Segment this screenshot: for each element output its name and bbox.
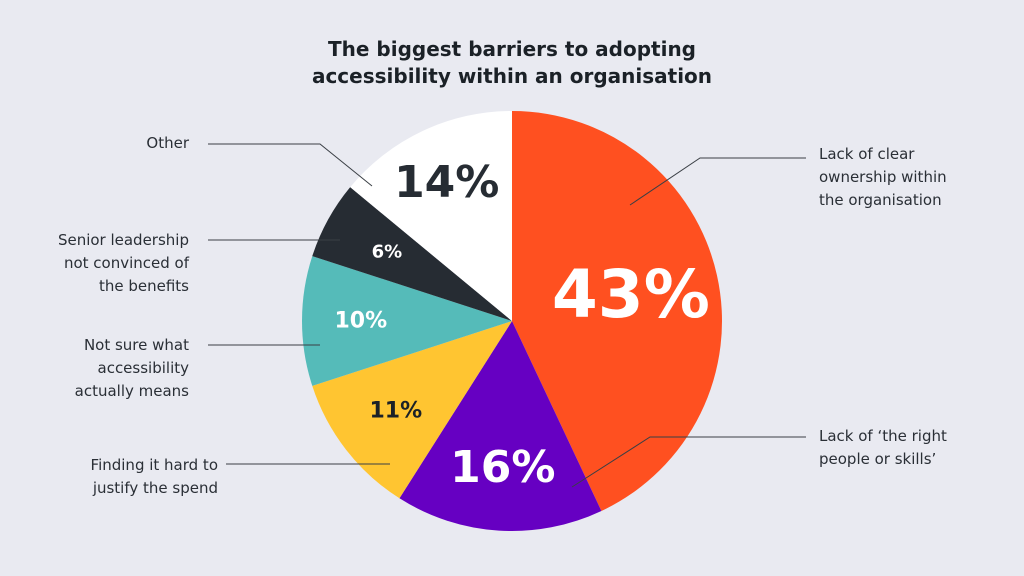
pie-slice-leadership — [312, 187, 512, 321]
leader-line-other — [208, 143, 373, 187]
pie-label-skills: 16% — [450, 442, 555, 493]
chart-title-line-2: accessibility within an organisation — [311, 64, 713, 88]
chart-title-line-1: The biggest barriers to adopting — [328, 37, 696, 61]
pie-label-spend: 11% — [370, 399, 423, 424]
chart-title: The biggest barriers to adopting accessi… — [262, 36, 762, 90]
leader-line-skills — [571, 436, 806, 488]
pie-slice-spend — [312, 321, 512, 499]
pie-slice-other — [350, 111, 512, 321]
pie-slice-skills — [399, 321, 602, 531]
pie-slice-ownership — [512, 111, 722, 512]
leader-line-ownership — [629, 157, 806, 206]
pie-label-meaning: 10% — [334, 309, 387, 334]
legend-label-ownership: Lack of clear ownership within the organ… — [819, 145, 947, 209]
pie-slice-meaning — [302, 256, 512, 386]
pie-label-ownership: 43% — [552, 256, 710, 333]
legend-label-skills: Lack of ‘the right people or skills’ — [819, 427, 947, 468]
legend-label-other: Other — [146, 134, 189, 152]
legend-label-spend: Finding it hard to justify the spend — [90, 456, 218, 497]
pie-label-leadership: 6% — [372, 242, 403, 263]
legend-label-meaning: Not sure what accessibility actually mea… — [74, 336, 189, 400]
legend-label-leadership: Senior leadership not convinced of the b… — [57, 231, 189, 295]
pie-label-other: 14% — [394, 157, 499, 208]
